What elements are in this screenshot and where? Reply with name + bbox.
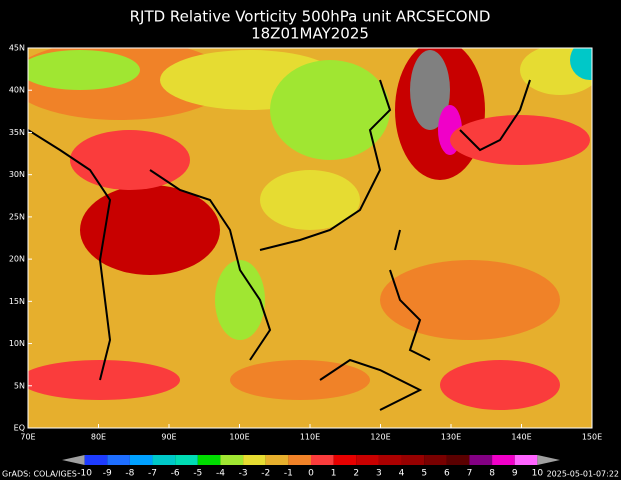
x-tick-label: 80E: [91, 433, 106, 442]
colorbar-label: 3: [376, 469, 382, 479]
colorbar-label: -6: [171, 469, 180, 479]
x-tick-label: 70E: [20, 433, 35, 442]
title: RJTD Relative Vorticity 500hPa unit ARCS…: [130, 8, 491, 26]
colorbar-cell: [152, 455, 176, 465]
footer-credit: GrADS: COLA/IGES: [2, 470, 77, 479]
colorbar-label: -10: [77, 469, 92, 479]
colorbar-label: 0: [308, 469, 314, 479]
y-tick-label: 15N: [9, 297, 25, 306]
colorbar-cell: [129, 455, 153, 465]
colorbar-cell: [469, 455, 493, 465]
colorbar-label: -3: [239, 469, 248, 479]
y-tick-label: 35N: [9, 128, 25, 137]
x-tick-label: 110E: [300, 433, 320, 442]
y-tick-label: 25N: [9, 212, 25, 221]
colorbar-cell: [378, 455, 402, 465]
colorbar-cell: [84, 455, 108, 465]
colorbar-label: 10: [532, 469, 544, 479]
colorbar-cell: [424, 455, 447, 465]
colorbar-label: -4: [216, 469, 225, 479]
coastlines: [28, 79, 531, 411]
colorbar-cell: [401, 455, 425, 465]
x-tick-label: 90E: [161, 433, 176, 442]
subtitle: 18Z01MAY2025: [251, 25, 369, 43]
y-tick-label: 40N: [9, 86, 25, 95]
colorbar-label: -1: [284, 469, 293, 479]
y-tick-label: 45N: [9, 44, 25, 53]
colorbar-label: 9: [512, 469, 518, 479]
colorbar-label: 5: [421, 469, 427, 479]
y-tick-label: 10N: [9, 339, 25, 348]
colorbar-cell: [446, 455, 470, 465]
colorbar-arrow: [537, 455, 560, 465]
colorbar-cell: [356, 455, 379, 465]
colorbar-cell: [175, 455, 198, 465]
colorbar-label: 7: [467, 469, 473, 479]
colorbar-cell: [514, 455, 538, 465]
y-tick-label: EQ: [14, 424, 25, 433]
colorbar-arrow: [62, 455, 85, 465]
y-tick-label: 5N: [14, 381, 25, 390]
colorbar-cell: [220, 455, 244, 465]
colorbar-cell: [107, 455, 130, 465]
x-tick-label: 100E: [229, 433, 249, 442]
x-tick-label: 140E: [511, 433, 531, 442]
colorbar-cell: [333, 455, 357, 465]
colorbar-label: -2: [261, 469, 270, 479]
x-tick-label: 150E: [582, 433, 602, 442]
vorticity-field: [28, 48, 592, 428]
colorbar-label: 8: [489, 469, 495, 479]
x-tick-label: 130E: [441, 433, 461, 442]
y-tick-label: 20N: [9, 255, 25, 264]
colorbar-cell: [288, 455, 311, 465]
colorbar-cell: [197, 455, 221, 465]
y-tick-label: 30N: [9, 170, 25, 179]
x-tick-label: 120E: [370, 433, 390, 442]
colorbar-cell: [311, 455, 334, 465]
footer-timestamp: 2025-05-01-07:22: [547, 470, 619, 479]
colorbar-label: -7: [148, 469, 157, 479]
colorbar-label: 1: [331, 469, 337, 479]
colorbar-label: -9: [103, 469, 112, 479]
colorbar-cell: [265, 455, 289, 465]
colorbar-label: 2: [353, 469, 359, 479]
colorbar-label: 6: [444, 469, 450, 479]
colorbar-label: -8: [125, 469, 134, 479]
colorbar-cell: [243, 455, 266, 465]
colorbar-cell: [492, 455, 515, 465]
colorbar-label: 4: [399, 469, 405, 479]
colorbar-label: -5: [193, 469, 202, 479]
